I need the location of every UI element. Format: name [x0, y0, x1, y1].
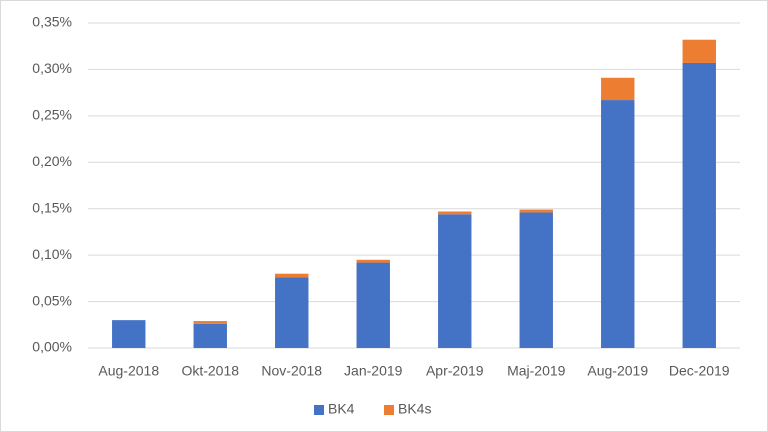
bar-segment [519, 209, 553, 213]
bar-segment [275, 277, 309, 348]
bar-segment [356, 262, 390, 348]
x-tick-label: Aug-2018 [98, 363, 159, 379]
legend-label: BK4 [328, 401, 355, 417]
bar-segment [193, 323, 227, 348]
y-tick-label: 0,35% [32, 14, 72, 30]
legend-label: BK4s [398, 401, 431, 417]
legend-swatch [384, 405, 394, 415]
bar-segment [193, 321, 227, 324]
x-tick-label: Maj-2019 [507, 363, 566, 379]
bar-segment [356, 259, 390, 263]
y-tick-label: 0,00% [32, 339, 72, 355]
legend-swatch [314, 405, 324, 415]
x-tick-label: Aug-2019 [587, 363, 648, 379]
bar-segment [601, 77, 635, 101]
bar-segment [601, 100, 635, 348]
x-tick-label: Okt-2018 [181, 363, 239, 379]
bar-segment [275, 273, 309, 278]
bar-segment [682, 39, 716, 63]
x-tick-label: Jan-2019 [344, 363, 403, 379]
bar-segment [112, 320, 146, 348]
y-tick-label: 0,10% [32, 246, 72, 262]
bar-segment [438, 214, 472, 348]
y-tick-label: 0,25% [32, 107, 72, 123]
x-tick-label: Dec-2019 [669, 363, 730, 379]
x-tick-label: Nov-2018 [261, 363, 322, 379]
y-tick-label: 0,05% [32, 292, 72, 308]
y-tick-label: 0,20% [32, 153, 72, 169]
y-tick-label: 0,30% [32, 60, 72, 76]
y-tick-label: 0,15% [32, 199, 72, 215]
bar-segment [682, 62, 716, 349]
bar-segment [438, 211, 472, 215]
bar-segment [519, 212, 553, 348]
x-tick-label: Apr-2019 [426, 363, 484, 379]
